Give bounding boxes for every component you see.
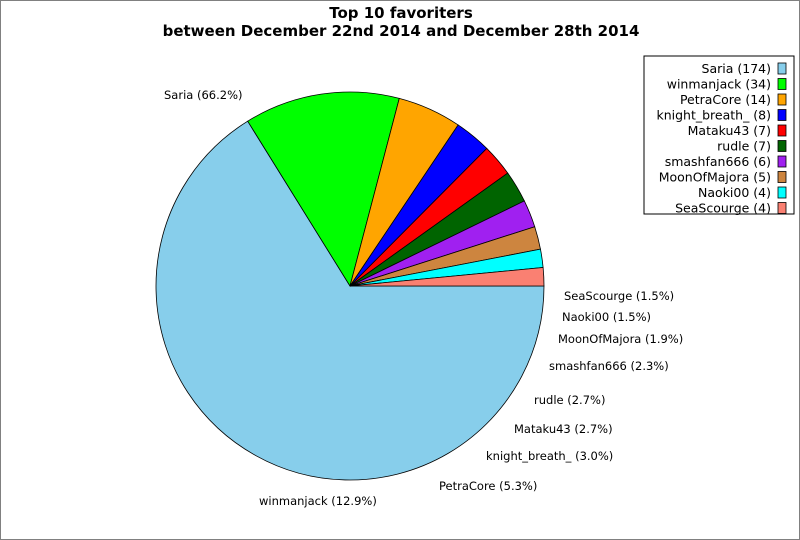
legend: Saria (174)winmanjack (34)PetraCore (14)… <box>643 55 795 216</box>
slice-label: PetraCore (5.3%) <box>439 479 537 493</box>
legend-label: Saria (174) <box>702 61 771 76</box>
legend-swatch <box>777 124 787 137</box>
slice-label: knight_breath_ (3.0%) <box>486 449 613 463</box>
legend-swatch <box>777 155 787 168</box>
legend-swatch <box>777 186 787 199</box>
legend-label: Mataku43 (7) <box>688 123 771 138</box>
chart-title: Top 10 favoriters <box>329 4 473 22</box>
legend-label: MoonOfMajora (5) <box>659 170 771 185</box>
slice-label: Saria (66.2%) <box>164 88 242 102</box>
legend-label: SeaScourge (4) <box>675 201 771 216</box>
pie-slice-winmanjack <box>247 91 400 288</box>
legend-swatch <box>777 140 787 152</box>
legend-swatch <box>777 202 787 214</box>
legend-swatch <box>777 78 787 90</box>
legend-label: rudle (7) <box>717 139 771 154</box>
legend-label: knight_breath_ (8) <box>656 108 771 123</box>
pie-slice-seascourge <box>349 267 545 287</box>
legend-label: PetraCore (14) <box>680 92 771 107</box>
slice-labels: Saria (66.2%) winmanjack (12.9%) PetraCore… <box>164 88 683 508</box>
slice-label: winmanjack (12.9%) <box>259 494 377 508</box>
chart-subtitle: between December 22nd 2014 and December … <box>163 22 640 40</box>
legend-box <box>643 55 795 215</box>
slice-label: SeaScourge (1.5%) <box>564 289 674 303</box>
pie-slices <box>155 91 545 481</box>
slice-label: smashfan666 (2.3%) <box>549 359 669 373</box>
slice-label: MoonOfMajora (1.9%) <box>558 332 683 346</box>
legend-swatch <box>777 171 787 183</box>
legend-swatch <box>777 62 787 75</box>
legend-swatch <box>777 109 787 121</box>
slice-label: Mataku43 (2.7%) <box>514 422 613 436</box>
slice-label: rudle (2.7%) <box>534 393 605 407</box>
slice-label: Naoki00 (1.5%) <box>562 310 651 324</box>
legend-label: Naoki00 (4) <box>698 185 771 200</box>
pie-slice-saria <box>155 120 545 481</box>
legend-swatch <box>777 93 787 106</box>
legend-label: smashfan666 (6) <box>665 154 771 169</box>
legend-label: winmanjack (34) <box>667 77 771 92</box>
